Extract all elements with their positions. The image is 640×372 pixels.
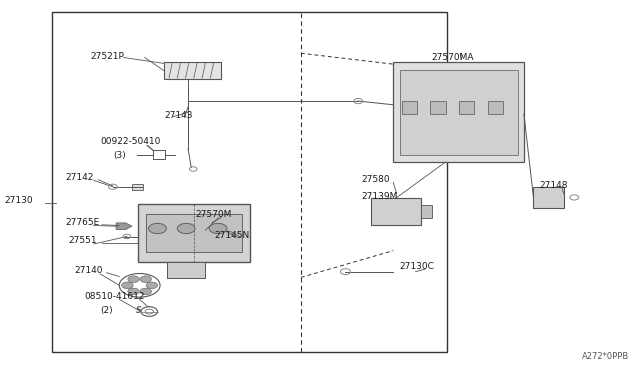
Circle shape (128, 288, 140, 295)
Bar (534, 187, 564, 208)
Bar (394, 62, 524, 162)
Bar (399, 70, 518, 155)
Bar (153, 150, 164, 160)
Text: 27570M: 27570M (196, 211, 232, 219)
Text: 27130C: 27130C (399, 262, 435, 271)
Text: 00922-50410: 00922-50410 (100, 137, 161, 145)
Circle shape (140, 276, 152, 282)
Text: 27148: 27148 (540, 181, 568, 190)
Circle shape (177, 223, 195, 234)
Circle shape (122, 282, 133, 289)
Circle shape (148, 223, 166, 234)
Text: (2): (2) (100, 307, 113, 315)
FancyArrow shape (116, 223, 132, 230)
Circle shape (146, 282, 157, 289)
Bar (420, 205, 432, 218)
Circle shape (128, 276, 140, 282)
Bar (164, 62, 221, 79)
Bar (146, 214, 243, 253)
Text: 27765E: 27765E (65, 218, 99, 227)
Text: 27140: 27140 (75, 266, 103, 275)
Bar (430, 100, 445, 114)
Text: 27143: 27143 (164, 111, 193, 120)
Circle shape (209, 223, 227, 234)
Text: S: S (136, 306, 142, 315)
Bar (459, 100, 474, 114)
Text: (3): (3) (113, 151, 125, 160)
Text: 27580: 27580 (362, 175, 390, 184)
Text: 27139M: 27139M (362, 192, 398, 201)
Bar (488, 100, 503, 114)
Circle shape (140, 288, 152, 295)
Bar (371, 198, 420, 225)
Text: 27145N: 27145N (215, 231, 250, 240)
Text: 27130: 27130 (4, 196, 33, 205)
Bar (132, 184, 143, 190)
Bar (52, 13, 447, 352)
Bar (167, 262, 205, 278)
Text: 08510-41612: 08510-41612 (84, 292, 145, 301)
Text: 27570MA: 27570MA (431, 54, 474, 62)
Bar (138, 205, 250, 262)
Text: A272*0PPB: A272*0PPB (582, 352, 629, 361)
Text: 27551: 27551 (68, 236, 97, 245)
Bar (401, 100, 417, 114)
Text: 27521P: 27521P (91, 52, 124, 61)
Text: 27142: 27142 (65, 173, 93, 182)
